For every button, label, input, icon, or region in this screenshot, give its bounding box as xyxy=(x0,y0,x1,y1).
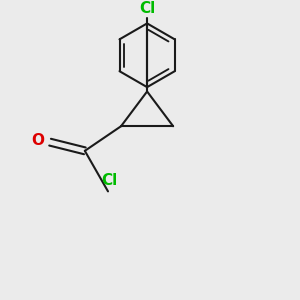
Text: O: O xyxy=(31,133,44,148)
Text: Cl: Cl xyxy=(139,1,155,16)
Text: Cl: Cl xyxy=(101,173,118,188)
